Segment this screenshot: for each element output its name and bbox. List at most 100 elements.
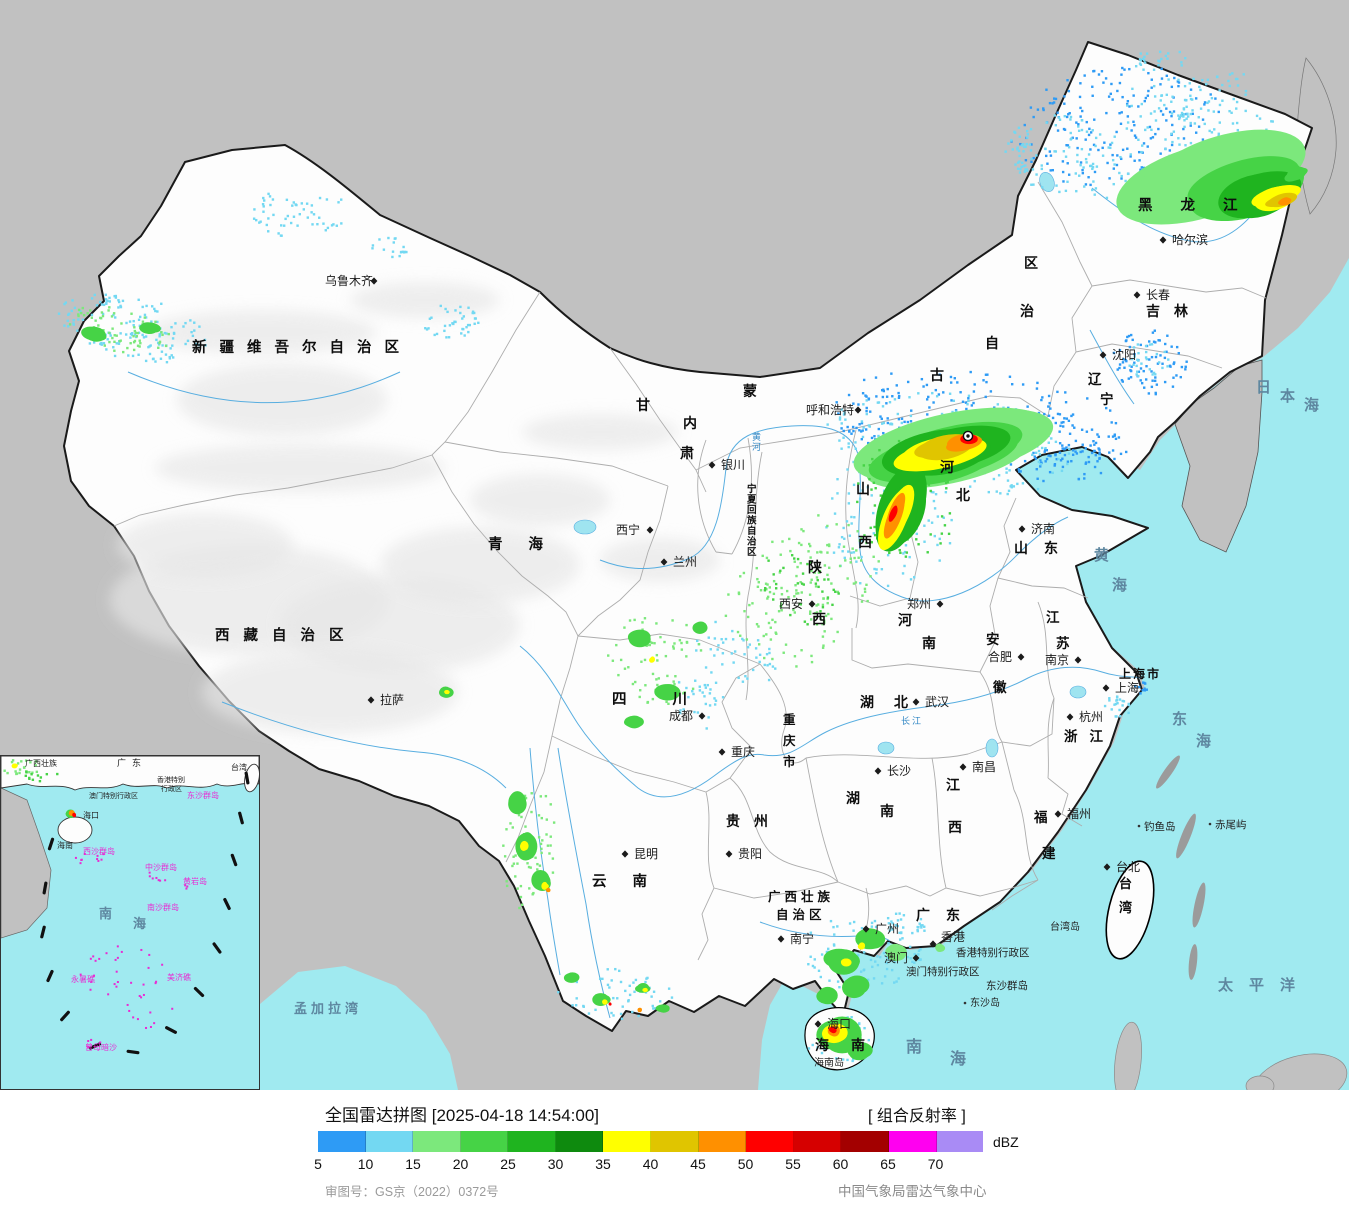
city-marker [1159,236,1167,244]
city-marker [1018,525,1026,533]
sea-label: 南 [99,906,112,921]
colorbar-segment [365,1131,414,1152]
prov-label: 湖北 [860,694,928,710]
prov-label: 河 [940,459,954,475]
city-marker [777,935,785,943]
misc-label: 海口 [83,810,99,820]
city-label: 重庆 [731,745,755,759]
city-label: 长沙 [887,764,911,778]
city-label: 银川 [721,458,745,472]
city-marker [1103,863,1111,871]
city-marker [646,526,654,534]
city-label: 合肥 [988,649,1012,664]
prov-label: 广东 [916,907,976,923]
prov-label: 宁 [747,483,757,495]
prov-label: 辽 [1088,372,1102,387]
city-label: 呼和浩特 [806,402,854,417]
colorbar-tick: 35 [595,1156,611,1172]
city-marker [698,712,706,720]
agency-credit: 中国气象局雷达气象中心 [838,1184,987,1199]
prov-label: 重 [783,712,796,727]
prov-label: 西 [858,534,872,550]
reflectivity-colorbar [318,1131,984,1152]
misc-label: 钓鱼岛 [1144,820,1176,833]
city-marker [929,940,937,948]
colorbar-tick: 45 [690,1156,706,1172]
inset-labels: 广西壮族 广东 台湾香港特别行政区澳门特别行政区海口海南东沙群岛西沙群岛中沙群岛黄岩… [25,757,247,1052]
prov-label: 吉林 [1146,303,1202,319]
prov-label: 回 [747,505,757,516]
colorbar-tick: 60 [832,1156,849,1172]
island-dot-clusters [74,852,189,1048]
prov-label: 河 [898,612,912,628]
island-label: 曾母暗沙 [85,1042,117,1052]
city-label: 兰州 [673,555,697,569]
colorbar-tick: 50 [737,1156,754,1172]
city-label: 贵阳 [738,847,762,861]
island-label: 南沙群岛 [147,902,179,912]
river-label: 河 [752,441,761,452]
prov-label: 四川 [612,692,733,708]
city-marker [708,461,716,469]
city-label: 广州 [875,922,899,936]
prov-label: 云南 [592,872,673,890]
island-label: 西沙群岛 [83,846,115,856]
city-label: 哈尔滨 [1172,232,1208,247]
prov-label: 古 [930,367,944,383]
misc-label: 海南 [57,840,73,850]
prov-label: 庆 [782,733,796,748]
sea-label: 日 [1256,379,1271,396]
prov-label: 西藏自治区 [215,626,358,644]
city-label: 台北 [1116,859,1140,874]
prov-label: 黑龙江 [1138,196,1266,214]
colorbar-tick: 40 [642,1156,659,1172]
island-label: 永暑礁 [71,974,95,984]
prov-label: 海南 [815,1037,887,1053]
colorbar-tick: 15 [405,1156,421,1172]
unit-label: dBZ [993,1134,1019,1150]
legend-panel: 全国雷达拼图 [2025-04-18 14:54:00] [ 组合反射率 ] d… [0,1090,1349,1208]
prov-label: 族 [747,515,757,527]
city-label: 南昌 [972,759,996,774]
city-marker [862,925,870,933]
city-label: 拉萨 [380,692,404,707]
colorbar-tick: 30 [547,1156,564,1172]
city-marker [1102,684,1110,692]
prov-label: 徽 [992,679,1007,695]
city-label: 澳门 [884,950,908,965]
misc-label: 海南岛 [814,1056,844,1069]
colorbar-segment [746,1131,794,1152]
colorbar-segment [508,1131,556,1152]
city-marker [808,600,816,608]
prov-label: 广西壮族 [768,889,834,904]
city-marker [1074,656,1082,664]
colorbar-tick: 5 [314,1156,322,1172]
prov-label: 江 [946,777,960,793]
colorbar-segment [603,1131,652,1152]
misc-label: 澳门特别行政区 [906,965,980,978]
prov-label: 新疆维吾尔自治区 [192,338,412,356]
prov-label: 上海市 [1119,666,1161,681]
city-label: 西安 [779,596,803,611]
prov-label: 贵州 [726,813,782,829]
city-label: 长春 [1146,288,1170,302]
misc-label: 台湾 [231,762,247,772]
sea-label: 东 [1172,710,1187,728]
prov-label: 甘 [636,397,650,413]
colorbar-segment [936,1131,984,1152]
city-label: 郑州 [907,596,931,611]
inset-base [1,756,259,939]
misc-label: 行政区 [161,784,182,793]
island-label: 美济礁 [167,972,191,982]
city-marker [936,600,944,608]
prov-label: 浙江 [1064,728,1115,744]
colorbar-segment [460,1131,509,1152]
city-marker [621,850,629,858]
prov-label: 台 [1119,876,1132,891]
colorbar-segment [413,1131,461,1152]
sea-label: 孟加拉湾 [294,1001,362,1016]
colorbar-tick: 20 [452,1156,469,1172]
city-label: 香港 [941,930,965,944]
colorbar-ticks: 5 10 15 20 25 30 35 40 45 50 55 60 65 70 [314,1156,983,1174]
